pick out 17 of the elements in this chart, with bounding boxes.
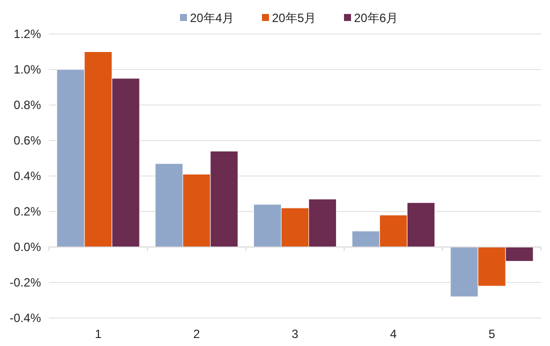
legend-label: 20年6月 bbox=[354, 11, 398, 25]
legend-label: 20年4月 bbox=[190, 11, 234, 25]
x-tick-label: 2 bbox=[193, 327, 200, 341]
y-tick-label: 1.2% bbox=[14, 27, 42, 41]
y-tick-label: -0.4% bbox=[10, 311, 42, 325]
x-tick-label: 5 bbox=[488, 327, 496, 341]
y-tick-label: 0.6% bbox=[14, 134, 42, 148]
x-tick-label: 3 bbox=[292, 327, 299, 341]
y-tick-label: 0.8% bbox=[14, 98, 42, 112]
x-tick-label: 1 bbox=[94, 327, 102, 341]
y-tick-label: 0.0% bbox=[14, 240, 42, 254]
legend-label: 20年5月 bbox=[272, 11, 316, 25]
y-tick-label: 0.4% bbox=[14, 169, 42, 183]
y-tick-label: 0.2% bbox=[14, 204, 42, 218]
x-tick-label: 4 bbox=[390, 327, 398, 341]
y-tick-label: 1.0% bbox=[14, 62, 42, 76]
y-tick-label: -0.2% bbox=[10, 276, 42, 290]
